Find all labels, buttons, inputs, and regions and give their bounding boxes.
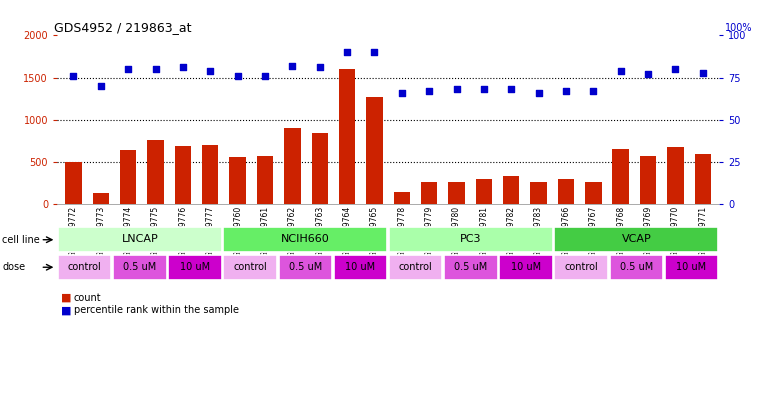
Point [122, 66, 134, 72]
Bar [613, 149, 629, 204]
Bar [120, 150, 136, 204]
Bar [58, 255, 111, 280]
Point [423, 88, 435, 94]
Bar [279, 255, 332, 280]
Bar [58, 227, 221, 252]
Text: 10 uM: 10 uM [677, 262, 707, 272]
Text: 100%: 100% [724, 22, 752, 33]
Text: 0.5 uM: 0.5 uM [454, 262, 488, 272]
Bar [389, 255, 442, 280]
Bar [448, 182, 465, 204]
Point [478, 86, 490, 93]
Bar [695, 154, 711, 204]
Text: cell line: cell line [2, 235, 40, 245]
Text: percentile rank within the sample: percentile rank within the sample [74, 305, 239, 316]
Bar [65, 162, 81, 204]
Bar [503, 176, 520, 204]
Bar [555, 255, 608, 280]
Bar [610, 255, 663, 280]
Text: dose: dose [2, 262, 25, 272]
Bar [530, 182, 547, 204]
Text: PC3: PC3 [460, 234, 482, 244]
Point [368, 49, 380, 55]
Bar [175, 146, 191, 204]
Bar [393, 192, 410, 204]
Point [341, 49, 353, 55]
Bar [224, 255, 277, 280]
Point [642, 71, 654, 77]
Bar [558, 179, 574, 204]
Point [68, 73, 80, 79]
Bar [168, 255, 221, 280]
Point [259, 73, 271, 79]
Bar [665, 255, 718, 280]
Bar [224, 227, 387, 252]
Bar [444, 255, 498, 280]
Bar [339, 69, 355, 204]
Text: 10 uM: 10 uM [511, 262, 541, 272]
Bar [93, 193, 109, 204]
Text: 0.5 uM: 0.5 uM [288, 262, 322, 272]
Point [177, 64, 189, 71]
Point [314, 64, 326, 71]
Bar [284, 128, 301, 204]
Text: VCAP: VCAP [622, 234, 651, 244]
Bar [389, 227, 552, 252]
Point [615, 68, 627, 74]
Bar [585, 182, 601, 204]
Bar [421, 182, 438, 204]
Point [669, 66, 681, 72]
Bar [256, 156, 273, 204]
Bar [667, 147, 683, 204]
Text: 0.5 uM: 0.5 uM [619, 262, 653, 272]
Text: LNCAP: LNCAP [122, 234, 158, 244]
Bar [366, 97, 383, 204]
Bar [334, 255, 387, 280]
Point [231, 73, 244, 79]
Bar [148, 140, 164, 204]
Bar [202, 145, 218, 204]
Point [149, 66, 161, 72]
Point [95, 83, 107, 89]
Text: ■: ■ [61, 305, 72, 316]
Text: 10 uM: 10 uM [180, 262, 210, 272]
Bar [555, 227, 718, 252]
Text: ■: ■ [61, 292, 72, 303]
Point [560, 88, 572, 94]
Text: NCIH660: NCIH660 [281, 234, 330, 244]
Text: 0.5 uM: 0.5 uM [123, 262, 157, 272]
Point [587, 88, 600, 94]
Bar [476, 179, 492, 204]
Point [204, 68, 216, 74]
Point [505, 86, 517, 93]
Bar [311, 133, 328, 204]
Text: control: control [68, 262, 101, 272]
Point [286, 62, 298, 69]
Text: GDS4952 / 219863_at: GDS4952 / 219863_at [54, 21, 191, 34]
Point [396, 90, 408, 96]
Bar [640, 156, 656, 204]
Point [533, 90, 545, 96]
Text: 10 uM: 10 uM [345, 262, 376, 272]
Text: control: control [399, 262, 432, 272]
Text: control: control [234, 262, 267, 272]
Bar [229, 157, 246, 204]
Bar [499, 255, 552, 280]
Text: count: count [74, 292, 101, 303]
Point [696, 70, 708, 76]
Bar [113, 255, 167, 280]
Point [451, 86, 463, 93]
Text: control: control [565, 262, 598, 272]
